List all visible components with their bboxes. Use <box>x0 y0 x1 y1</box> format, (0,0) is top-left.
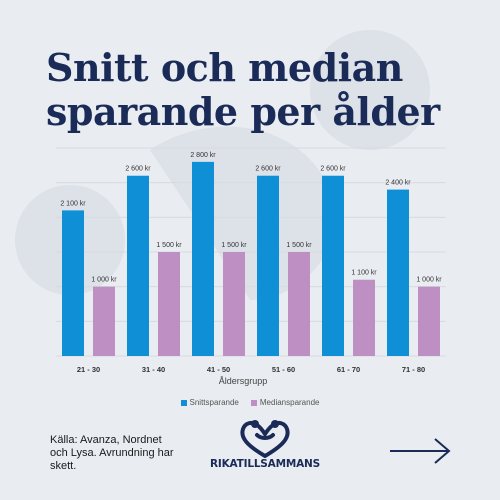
legend-item-snitt: Snittsparande <box>180 398 239 407</box>
data-label: 2 800 kr <box>190 152 216 159</box>
legend-label-median: Mediansparande <box>259 398 320 407</box>
x-tick-label: 41 - 50 <box>207 365 230 374</box>
legend-label-snitt: Snittsparande <box>189 398 239 407</box>
data-label: 2 100 kr <box>60 200 86 207</box>
data-label: 1 500 kr <box>156 242 182 249</box>
data-label: 2 600 kr <box>255 166 281 173</box>
data-label: 2 600 kr <box>320 166 346 173</box>
chart-legend: Snittsparande Mediansparande <box>0 398 500 407</box>
legend-swatch-snitt <box>180 399 187 406</box>
bar-snitt <box>387 189 409 356</box>
bar-median <box>223 252 245 356</box>
bar-snitt <box>257 175 279 356</box>
bar-median <box>418 286 440 356</box>
bar-snitt <box>192 161 214 356</box>
brand-logo: RIKATILLSAMMANS <box>210 418 320 478</box>
data-label: 1 500 kr <box>221 242 247 249</box>
bar-snitt <box>62 210 84 356</box>
page-title: Snitt och median sparande per ålder <box>46 45 440 134</box>
legend-swatch-median <box>250 399 257 406</box>
data-label: 2 600 kr <box>125 166 151 173</box>
bar-median <box>93 286 115 356</box>
bar-median <box>158 252 180 356</box>
heart-people-icon <box>240 420 290 459</box>
x-tick-label: 31 - 40 <box>142 365 165 374</box>
x-tick-label: 71 - 80 <box>402 365 425 374</box>
bar-snitt <box>127 175 149 356</box>
legend-item-median: Mediansparande <box>250 398 320 407</box>
bar-snitt <box>322 175 344 356</box>
data-label: 1 000 kr <box>91 277 117 284</box>
data-label: 1 500 kr <box>286 242 312 249</box>
arrow-right-icon[interactable] <box>388 436 452 466</box>
x-tick-label: 61 - 70 <box>337 365 360 374</box>
x-tick-label: 51 - 60 <box>272 365 295 374</box>
data-label: 2 400 kr <box>385 180 411 187</box>
bar-median <box>288 252 310 356</box>
x-axis-label: Åldersgrupp <box>219 376 268 386</box>
logo-text: RIKATILLSAMMANS <box>210 458 320 470</box>
bar-median <box>353 279 375 356</box>
data-label: 1 100 kr <box>351 270 377 277</box>
data-label: 1 000 kr <box>416 277 442 284</box>
source-note: Källa: Avanza, Nordnet och Lysa. Avrundn… <box>50 434 174 472</box>
x-tick-label: 21 - 30 <box>77 365 100 374</box>
